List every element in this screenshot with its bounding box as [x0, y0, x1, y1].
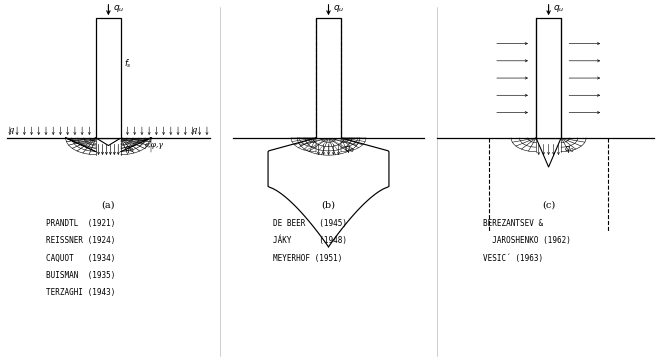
- Text: BEREZANTSEV &: BEREZANTSEV &: [483, 219, 543, 228]
- Text: CAQUOT   (1934): CAQUOT (1934): [46, 254, 116, 262]
- Text: q: q: [192, 126, 197, 134]
- Text: JÁKY      (1948): JÁKY (1948): [273, 236, 347, 245]
- Text: DE BEER   (1945): DE BEER (1945): [273, 219, 347, 228]
- Text: $f_s$: $f_s$: [124, 57, 132, 70]
- Text: VESIĆ (1963): VESIĆ (1963): [483, 254, 543, 262]
- Text: TERZAGHI (1943): TERZAGHI (1943): [46, 289, 116, 297]
- Text: JAROSHENKO (1962): JAROSHENKO (1962): [483, 236, 571, 245]
- Text: BUISMAN  (1935): BUISMAN (1935): [46, 271, 116, 280]
- Text: REISSNER (1924): REISSNER (1924): [46, 236, 116, 245]
- Text: $q_u$: $q_u$: [113, 3, 124, 14]
- Text: $q_0$: $q_0$: [564, 144, 574, 155]
- Text: c,φ,γ: c,φ,γ: [145, 141, 164, 149]
- Bar: [316, 18, 341, 138]
- Text: MEYERHOF (1951): MEYERHOF (1951): [273, 254, 342, 262]
- Text: $q_u$: $q_u$: [333, 3, 344, 14]
- Text: $q_0$: $q_0$: [344, 144, 354, 155]
- Text: PRANDTL  (1921): PRANDTL (1921): [46, 219, 116, 228]
- Bar: [96, 18, 121, 138]
- Bar: [536, 18, 561, 138]
- Text: (c): (c): [542, 201, 555, 209]
- Text: q: q: [8, 126, 13, 134]
- Text: (b): (b): [321, 201, 336, 209]
- Text: $q_u$: $q_u$: [553, 3, 564, 14]
- Text: $q_0$: $q_0$: [124, 144, 134, 155]
- Text: (a): (a): [102, 201, 115, 209]
